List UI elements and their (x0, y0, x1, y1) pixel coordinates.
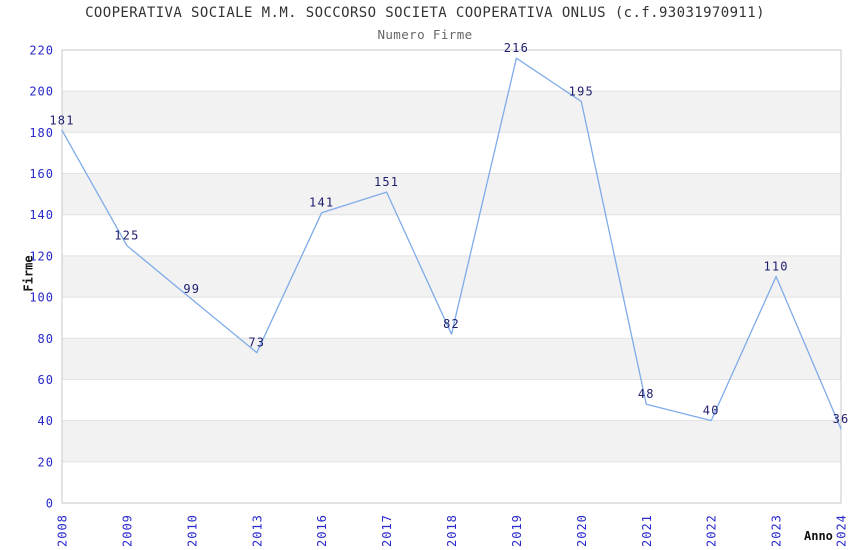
y-tick-label: 160 (29, 167, 54, 181)
point-label: 195 (569, 85, 594, 99)
plot-band (62, 173, 841, 215)
plot-band (62, 255, 841, 298)
chart-subtitle: Numero Firme (377, 27, 473, 42)
x-tick-label: 2013 (250, 514, 264, 547)
x-tick-label: 2016 (315, 514, 329, 547)
point-label: 181 (49, 113, 74, 127)
x-tick-label: 2023 (770, 514, 784, 547)
chart-title: COOPERATIVA SOCIALE M.M. SOCCORSO SOCIET… (85, 5, 765, 21)
point-label: 36 (833, 412, 850, 426)
y-tick-label: 220 (29, 44, 54, 58)
y-tick-label: 180 (29, 126, 54, 140)
point-label: 40 (703, 404, 720, 418)
point-label: 99 (183, 282, 200, 296)
x-tick-label: 2008 (56, 514, 70, 547)
y-tick-label: 140 (29, 208, 54, 222)
x-tick-label: 2024 (835, 514, 849, 547)
x-tick-label: 2009 (120, 514, 134, 547)
point-label: 73 (248, 336, 265, 350)
point-label: 216 (504, 41, 529, 55)
x-tick-label: 2017 (380, 514, 394, 547)
point-label: 151 (374, 175, 399, 189)
plot-band (62, 420, 841, 462)
y-tick-label: 40 (38, 414, 54, 428)
x-tick-label: 2018 (445, 514, 459, 547)
x-tick-label: 2010 (185, 514, 199, 547)
plot-border (61, 49, 842, 504)
x-tick-label: 2022 (705, 514, 719, 547)
data-line (61, 57, 842, 430)
y-tick-label: 60 (38, 373, 54, 387)
point-label: 48 (638, 387, 655, 401)
y-axis-title: Firme (21, 255, 36, 292)
y-tick-label: 120 (29, 249, 54, 263)
y-tick-label: 20 (38, 455, 54, 469)
point-label: 82 (443, 317, 460, 331)
y-tick-label: 0 (46, 497, 54, 511)
point-label: 110 (763, 260, 788, 274)
plot-band (62, 91, 841, 133)
point-label: 141 (309, 196, 334, 210)
x-tick-label: 2019 (510, 514, 524, 547)
point-label: 125 (114, 229, 139, 243)
x-tick-label: 2020 (575, 514, 589, 547)
x-tick-label: 2021 (640, 514, 654, 547)
y-tick-label: 200 (29, 85, 54, 99)
x-axis-title: Anno (804, 529, 833, 543)
y-tick-label: 80 (38, 332, 54, 346)
plot-band (62, 338, 841, 380)
y-tick-label: 100 (29, 291, 54, 305)
